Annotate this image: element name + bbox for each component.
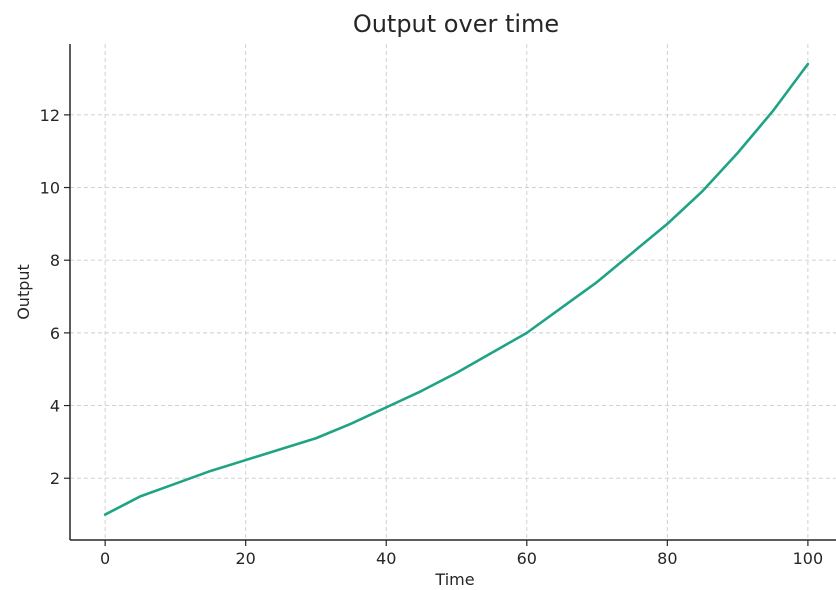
y-tick-label: 10 <box>40 179 60 198</box>
series-line <box>103 62 810 516</box>
x-tick-label: 100 <box>793 549 824 568</box>
y-tick-label: 2 <box>50 469 60 488</box>
grid-lines <box>70 44 836 540</box>
x-tick-label: 20 <box>236 549 256 568</box>
x-axis-title: Time <box>434 570 474 589</box>
x-tick-label: 40 <box>376 549 396 568</box>
x-tick-label: 60 <box>517 549 537 568</box>
y-tick-label: 12 <box>40 106 60 125</box>
y-tick-label: 8 <box>50 251 60 270</box>
y-tick-label: 6 <box>50 324 60 343</box>
y-tick-label: 4 <box>50 397 60 416</box>
x-axis-ticks: 0 20 40 60 80 100 <box>100 540 823 568</box>
y-axis-ticks: 2 4 6 8 10 12 <box>40 106 70 488</box>
y-axis-title: Output <box>14 264 33 320</box>
chart-title: Output over time <box>353 10 559 38</box>
x-tick-label: 80 <box>657 549 677 568</box>
x-tick-label: 0 <box>100 549 110 568</box>
